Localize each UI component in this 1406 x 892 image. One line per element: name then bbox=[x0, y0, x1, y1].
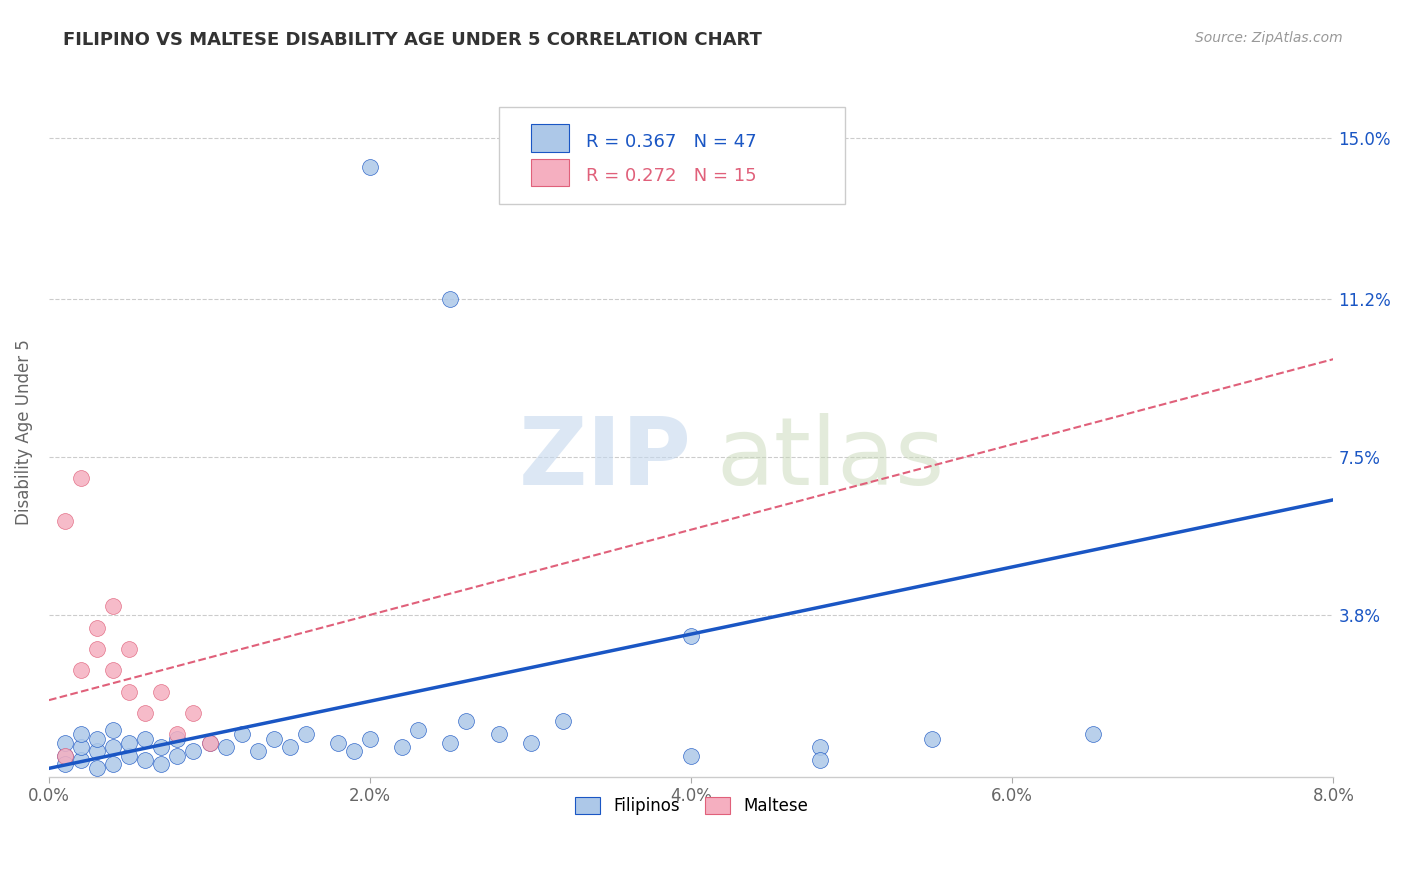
Point bbox=[70, 739, 93, 754]
Point bbox=[70, 471, 93, 485]
Point bbox=[53, 748, 76, 763]
Point bbox=[681, 748, 703, 763]
Point bbox=[808, 739, 831, 754]
Point bbox=[198, 736, 221, 750]
Point bbox=[86, 761, 108, 775]
Point bbox=[70, 663, 93, 677]
Text: Source: ZipAtlas.com: Source: ZipAtlas.com bbox=[1195, 31, 1343, 45]
Point bbox=[86, 744, 108, 758]
Point bbox=[70, 753, 93, 767]
Point bbox=[326, 736, 349, 750]
Point bbox=[86, 731, 108, 746]
Point bbox=[681, 629, 703, 643]
Point bbox=[551, 714, 574, 729]
Point bbox=[103, 663, 125, 677]
Point bbox=[134, 706, 156, 720]
Point bbox=[343, 744, 366, 758]
Point bbox=[70, 727, 93, 741]
Point bbox=[86, 642, 108, 657]
Point bbox=[263, 731, 285, 746]
Point bbox=[231, 727, 253, 741]
Point bbox=[103, 757, 125, 772]
Point bbox=[166, 748, 188, 763]
Y-axis label: Disability Age Under 5: Disability Age Under 5 bbox=[15, 339, 32, 524]
Point bbox=[391, 739, 413, 754]
Point bbox=[134, 753, 156, 767]
Point bbox=[183, 744, 205, 758]
Point bbox=[214, 739, 236, 754]
Text: atlas: atlas bbox=[717, 413, 945, 505]
Point bbox=[439, 293, 461, 307]
Point bbox=[118, 748, 141, 763]
Point bbox=[198, 736, 221, 750]
Point bbox=[150, 739, 173, 754]
Point bbox=[808, 753, 831, 767]
Point bbox=[118, 684, 141, 698]
Text: R = 0.367   N = 47: R = 0.367 N = 47 bbox=[586, 133, 756, 151]
Legend: Filipinos, Maltese: Filipinos, Maltese bbox=[567, 789, 815, 824]
Bar bbox=[530, 124, 569, 152]
Point bbox=[103, 739, 125, 754]
Point bbox=[246, 744, 269, 758]
Point bbox=[439, 736, 461, 750]
Point bbox=[359, 731, 381, 746]
Text: R = 0.272   N = 15: R = 0.272 N = 15 bbox=[586, 167, 756, 186]
Point bbox=[134, 731, 156, 746]
Point bbox=[519, 736, 541, 750]
Point bbox=[183, 706, 205, 720]
Point bbox=[406, 723, 429, 737]
Point bbox=[921, 731, 943, 746]
Point bbox=[53, 736, 76, 750]
Point bbox=[295, 727, 318, 741]
Point bbox=[150, 684, 173, 698]
FancyBboxPatch shape bbox=[499, 107, 845, 203]
Point bbox=[166, 727, 188, 741]
Point bbox=[103, 599, 125, 614]
Text: ZIP: ZIP bbox=[519, 413, 692, 505]
Point bbox=[53, 748, 76, 763]
Point bbox=[488, 727, 510, 741]
Point bbox=[1081, 727, 1104, 741]
Text: FILIPINO VS MALTESE DISABILITY AGE UNDER 5 CORRELATION CHART: FILIPINO VS MALTESE DISABILITY AGE UNDER… bbox=[63, 31, 762, 49]
Point bbox=[53, 757, 76, 772]
Point bbox=[103, 723, 125, 737]
Bar bbox=[530, 159, 569, 186]
Point bbox=[166, 731, 188, 746]
Point bbox=[150, 757, 173, 772]
Point bbox=[278, 739, 301, 754]
Point bbox=[359, 161, 381, 175]
Point bbox=[86, 621, 108, 635]
Point bbox=[118, 642, 141, 657]
Point bbox=[118, 736, 141, 750]
Point bbox=[53, 514, 76, 528]
Point bbox=[456, 714, 478, 729]
